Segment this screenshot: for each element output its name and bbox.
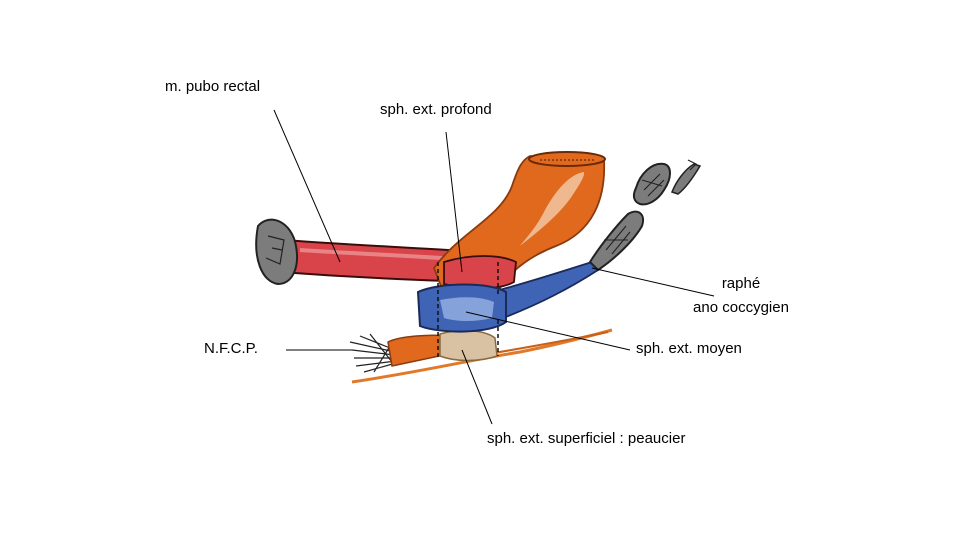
coccyx-hatch-1 [604,225,631,255]
ext-profond-ring [443,255,517,290]
label-raphe: raphé ano coccygien [676,275,806,317]
coccyx-tip-mark [687,159,698,171]
coccyx-hatch-2 [641,173,665,197]
label-ext-moyen: sph. ext. moyen [636,340,742,357]
label-pubo-rectal: m. pubo rectal [165,78,261,95]
leader-raphe [591,267,715,297]
leader-pubo-rectal [273,109,341,263]
pubis-hatch [265,235,285,265]
coccyx-segment-1 [588,210,644,272]
label-raphe-line2: ano coccygien [693,299,789,316]
label-raphe-line1: raphé [721,275,761,292]
leader-ext-moyen [465,311,631,351]
ext-superficiel-shape [439,329,498,362]
ext-moyen-highlight [440,297,494,321]
coccyx-segment-2 [632,162,671,206]
label-nfcp: N.F.C.P. [204,340,258,357]
coccyx-tip [671,163,702,195]
leader-ext-superficiel [461,349,493,425]
pubis-bone [255,218,298,286]
rectum-opening [528,151,606,167]
canal-dashed-outline [437,262,499,360]
label-ext-profond: sph. ext. profond [380,101,492,118]
leader-ext-profond [445,131,463,273]
rectum-highlight [520,172,585,246]
label-ext-superficiel: sph. ext. superficiel : peaucier [487,430,686,447]
nfcp-fibers [349,333,397,373]
